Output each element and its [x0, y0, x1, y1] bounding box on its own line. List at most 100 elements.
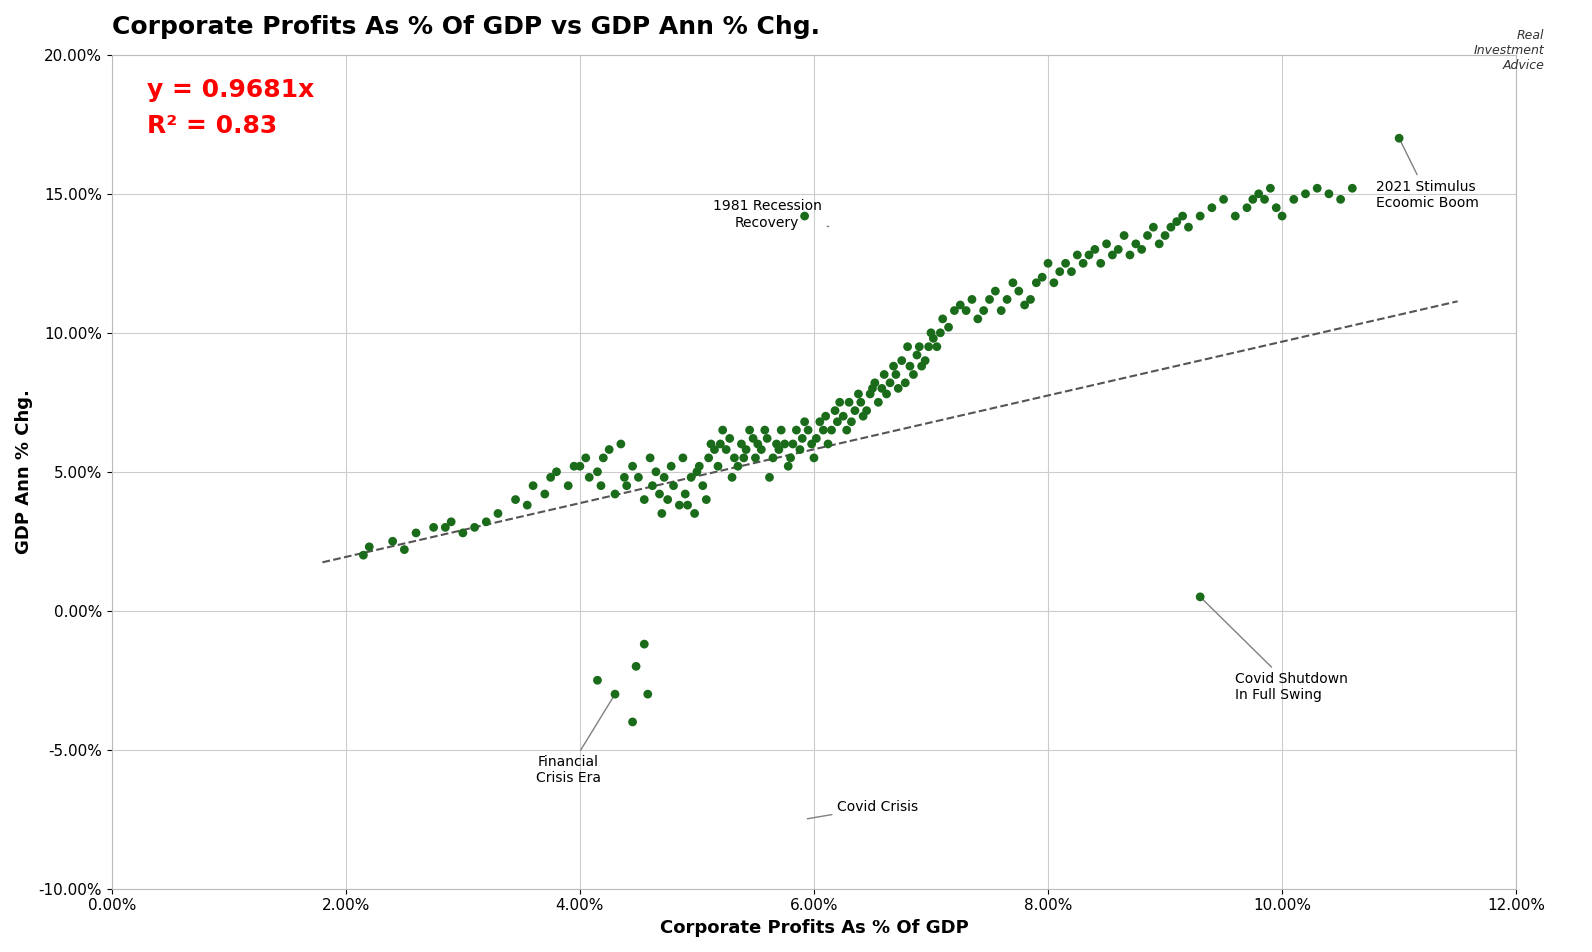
Point: [438, 514, 463, 529]
Point: [705, 459, 731, 474]
Point: [748, 442, 774, 457]
Point: [591, 450, 616, 466]
Point: [1176, 220, 1202, 235]
Point: [357, 539, 382, 554]
Point: [1035, 256, 1060, 271]
Point: [860, 381, 885, 396]
Text: y = 0.9681x: y = 0.9681x: [146, 77, 314, 102]
Point: [1135, 228, 1161, 243]
Point: [734, 442, 759, 457]
Text: 1981 Recession
Recovery: 1981 Recession Recovery: [713, 199, 829, 229]
Point: [815, 436, 841, 451]
Point: [810, 423, 836, 438]
Point: [1247, 187, 1272, 202]
Point: [707, 436, 732, 451]
Point: [930, 311, 955, 327]
Point: [1030, 269, 1055, 285]
Point: [685, 465, 710, 480]
Point: [885, 381, 911, 396]
Point: [1017, 292, 1043, 307]
Point: [954, 303, 979, 318]
Text: Financial
Crisis Era: Financial Crisis Era: [535, 697, 613, 785]
Point: [1258, 181, 1283, 196]
Point: [678, 469, 704, 485]
Point: [1251, 191, 1277, 207]
Point: [842, 403, 868, 418]
Point: [814, 408, 839, 424]
Point: [786, 442, 812, 457]
Point: [755, 431, 780, 446]
Point: [1118, 248, 1143, 263]
Point: [877, 375, 903, 390]
Point: [960, 292, 985, 307]
Point: [651, 469, 677, 485]
Point: [912, 353, 938, 368]
Point: [796, 423, 821, 438]
Point: [780, 436, 806, 451]
Point: [769, 423, 794, 438]
Point: [716, 431, 742, 446]
Point: [1293, 187, 1318, 202]
Point: [635, 686, 661, 702]
Point: [584, 465, 610, 480]
Point: [1153, 228, 1178, 243]
Point: [681, 506, 707, 521]
Point: [544, 465, 570, 480]
Point: [640, 478, 665, 493]
Point: [790, 431, 815, 446]
Point: [850, 408, 876, 424]
Point: [486, 506, 511, 521]
Point: [858, 387, 884, 402]
Point: [799, 436, 825, 451]
Point: [661, 478, 686, 493]
Point: [1006, 284, 1032, 299]
Point: [853, 403, 879, 418]
X-axis label: Corporate Profits As % Of GDP: Corporate Profits As % Of GDP: [659, 919, 968, 937]
Point: [1065, 248, 1091, 263]
Point: [1264, 200, 1290, 215]
Point: [611, 469, 637, 485]
Point: [1199, 200, 1224, 215]
Point: [901, 367, 927, 382]
Point: [392, 542, 417, 557]
Point: [971, 303, 997, 318]
Point: [654, 492, 680, 507]
Point: [977, 292, 1003, 307]
Point: [942, 303, 968, 318]
Text: R² = 0.83: R² = 0.83: [146, 113, 277, 138]
Point: [818, 423, 844, 438]
Point: [433, 520, 458, 535]
Point: [514, 498, 540, 513]
Point: [726, 459, 751, 474]
Point: [766, 442, 791, 457]
Point: [562, 459, 587, 474]
Point: [825, 414, 850, 429]
Point: [783, 423, 809, 438]
Point: [1387, 130, 1412, 146]
Point: [699, 436, 724, 451]
Point: [615, 478, 640, 493]
Point: [756, 469, 782, 485]
Point: [834, 423, 860, 438]
Point: [576, 469, 602, 485]
Point: [737, 423, 763, 438]
Point: [1146, 236, 1172, 251]
Point: [919, 326, 944, 341]
Text: 2021 Stimulus
Ecoomic Boom: 2021 Stimulus Ecoomic Boom: [1375, 141, 1479, 210]
Point: [624, 659, 650, 674]
Point: [831, 408, 856, 424]
Point: [659, 459, 685, 474]
Point: [909, 359, 935, 374]
Point: [702, 442, 728, 457]
Point: [1304, 181, 1329, 196]
Point: [675, 498, 700, 513]
Text: Covid Shutdown
In Full Swing: Covid Shutdown In Full Swing: [1202, 599, 1348, 703]
Point: [826, 395, 852, 410]
Point: [420, 520, 446, 535]
Point: [573, 450, 599, 466]
Point: [619, 714, 645, 729]
Point: [1024, 275, 1049, 290]
Point: [637, 450, 662, 466]
Point: [898, 359, 923, 374]
Point: [670, 450, 696, 466]
